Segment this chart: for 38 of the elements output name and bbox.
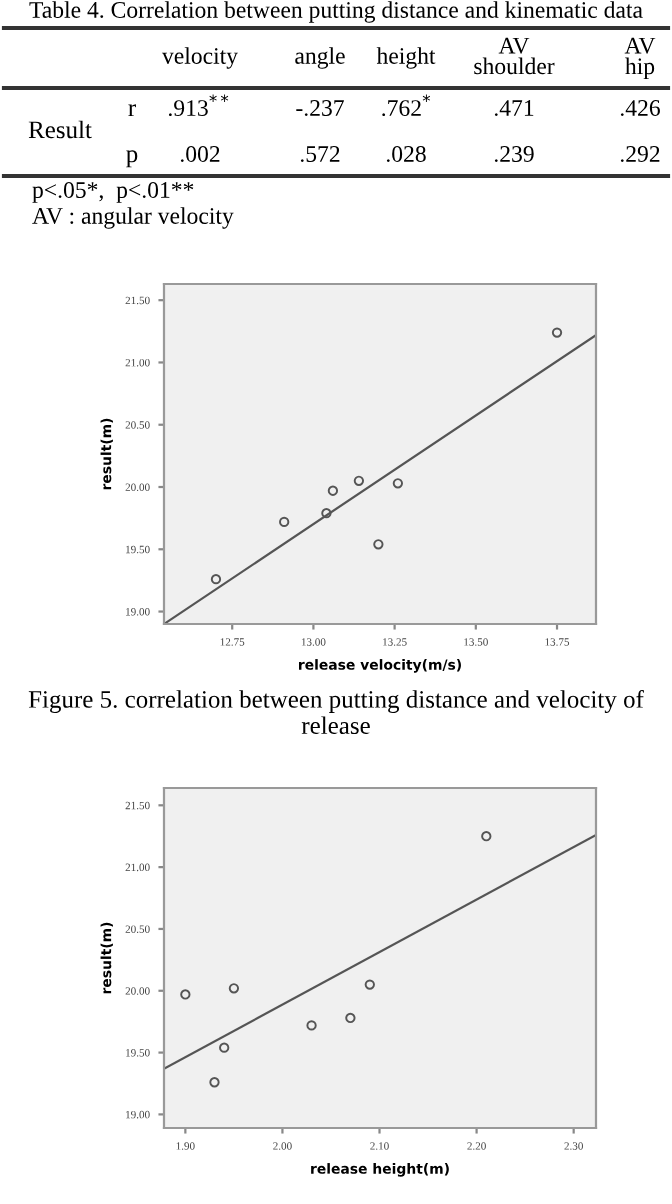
point <box>306 1020 317 1031</box>
text: .762$^{*}$ <box>382 94 431 117</box>
text: .471 <box>494 100 534 117</box>
point <box>321 508 332 519</box>
text: .572 <box>300 146 340 163</box>
text: .028 <box>386 145 426 163</box>
point <box>551 327 563 338</box>
text: Result <box>28 120 92 139</box>
point <box>279 516 290 528</box>
category-label: angle <box>295 47 345 69</box>
text: .239 <box>494 146 534 163</box>
point <box>373 539 384 550</box>
caption: Figure 5. correlation between putting distance and velocity of release <box>28 690 644 735</box>
text: .913$^{**}$ <box>168 94 229 117</box>
point <box>228 983 240 994</box>
point <box>219 1042 230 1053</box>
point <box>345 1012 356 1024</box>
category-label: height <box>376 47 436 69</box>
category-label: velocity <box>161 47 238 69</box>
text: Table 4. Correlation between putting distance and kinematic data <box>29 1 643 23</box>
text: .426 <box>620 100 660 117</box>
text: .002 <box>180 145 220 163</box>
text: -.237 <box>296 100 344 117</box>
point <box>180 989 191 1000</box>
point <box>364 979 375 990</box>
point <box>481 831 492 842</box>
text: AV : angular velocity <box>32 207 234 229</box>
point <box>210 574 222 585</box>
text: p<.05*, p<.01** <box>32 181 194 203</box>
category-label: AV shoulder <box>474 37 555 75</box>
category-label: AV hip <box>624 37 656 79</box>
text: .292 <box>620 146 660 163</box>
point <box>327 485 339 496</box>
category-label: p <box>126 150 138 168</box>
point <box>209 1077 220 1088</box>
category-label: r <box>128 104 136 117</box>
point <box>353 475 365 486</box>
point <box>392 478 403 489</box>
